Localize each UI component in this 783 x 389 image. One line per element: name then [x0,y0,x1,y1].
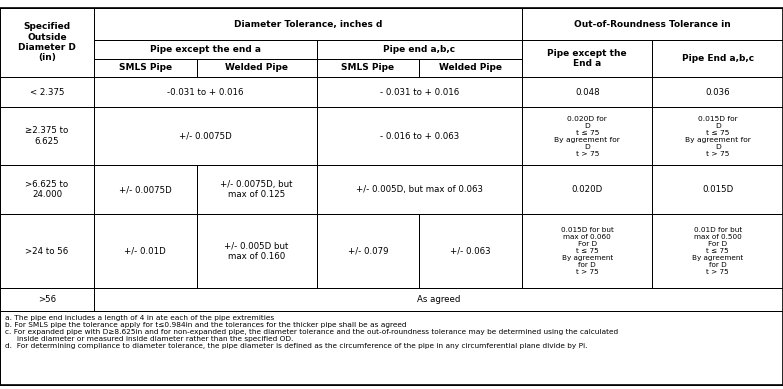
Bar [0,311,783,385]
Bar [94,288,783,311]
Text: Pipe except the end a: Pipe except the end a [150,45,261,54]
Text: +/- 0.0075D, but
max of 0.125: +/- 0.0075D, but max of 0.125 [220,180,293,200]
Text: 0.015D for
D
t ≤ 75
By agreement for
D
t > 75: 0.015D for D t ≤ 75 By agreement for D t… [685,116,751,157]
Bar [0,77,94,107]
Bar [94,40,316,59]
Text: 0.020D for
D
t ≤ 75
By agreement for
D
t > 75: 0.020D for D t ≤ 75 By agreement for D t… [554,116,620,157]
Text: +/- 0.005D but
max of 0.160: +/- 0.005D but max of 0.160 [225,242,289,261]
Bar [0,107,94,165]
Bar [420,214,522,288]
Bar [522,107,652,165]
Text: SMLS Pipe: SMLS Pipe [341,63,395,72]
Text: 0.01D for but
max of 0.500
For D
t ≤ 75
By agreement
for D
t > 75: 0.01D for but max of 0.500 For D t ≤ 75 … [692,227,743,275]
Text: - 0.016 to + 0.063: - 0.016 to + 0.063 [380,132,459,141]
Text: < 2.375: < 2.375 [30,88,64,96]
Text: +/- 0.079: +/- 0.079 [348,247,388,256]
Bar [522,8,783,40]
Bar [0,165,94,214]
Bar [316,165,522,214]
Text: Welded Pipe: Welded Pipe [439,63,502,72]
Text: 0.020D: 0.020D [572,185,603,194]
Bar [94,165,197,214]
Text: >56: >56 [38,295,56,304]
Bar [0,288,94,311]
Text: As agreed: As agreed [417,295,460,304]
Bar [316,59,420,77]
Bar [652,77,783,107]
Bar [652,165,783,214]
Text: >6.625 to
24.000: >6.625 to 24.000 [25,180,69,200]
Text: - 0.031 to + 0.016: - 0.031 to + 0.016 [380,88,459,96]
Bar [652,214,783,288]
Bar [0,8,94,77]
Bar [94,214,197,288]
Bar [316,77,522,107]
Bar [652,107,783,165]
Bar [0,214,94,288]
Bar [94,77,316,107]
Text: 0.036: 0.036 [705,88,730,96]
Text: Pipe end a,b,c: Pipe end a,b,c [383,45,456,54]
Text: +/- 0.01D: +/- 0.01D [124,247,166,256]
Bar [197,165,316,214]
Bar [316,214,420,288]
Text: 0.048: 0.048 [575,88,600,96]
Bar [94,8,522,40]
Text: +/- 0.063: +/- 0.063 [450,247,491,256]
Text: Pipe except the
End a: Pipe except the End a [547,49,627,68]
Text: Welded Pipe: Welded Pipe [226,63,288,72]
Bar [522,77,652,107]
Text: Out-of-Roundness Tolerance in: Out-of-Roundness Tolerance in [574,19,731,28]
Text: Specified
Outside
Diameter D
(in): Specified Outside Diameter D (in) [18,22,76,63]
Text: +/- 0.0075D: +/- 0.0075D [119,185,171,194]
Text: Pipe End a,b,c: Pipe End a,b,c [682,54,754,63]
Text: +/- 0.005D, but max of 0.063: +/- 0.005D, but max of 0.063 [355,185,483,194]
Text: Diameter Tolerance, inches d: Diameter Tolerance, inches d [234,19,382,28]
Text: SMLS Pipe: SMLS Pipe [119,63,171,72]
Bar [94,107,316,165]
Bar [522,40,652,77]
Bar [316,107,522,165]
Bar [197,59,316,77]
Text: ≥2.375 to
6.625: ≥2.375 to 6.625 [25,126,69,146]
Text: 0.015D: 0.015D [702,185,734,194]
Bar [652,40,783,77]
Bar [94,59,197,77]
Bar [197,214,316,288]
Text: 0.015D for but
max of 0.060
For D
t ≤ 75
By agreement
for D
t > 75: 0.015D for but max of 0.060 For D t ≤ 75… [561,227,614,275]
Bar [522,214,652,288]
Text: >24 to 56: >24 to 56 [25,247,69,256]
Text: -0.031 to + 0.016: -0.031 to + 0.016 [167,88,244,96]
Text: a. The pipe end includes a length of 4 in ate each of the pipe extremities
b. Fo: a. The pipe end includes a length of 4 i… [5,315,619,349]
Bar [420,59,522,77]
Bar [316,40,522,59]
Text: +/- 0.0075D: +/- 0.0075D [179,132,232,141]
Bar [522,165,652,214]
